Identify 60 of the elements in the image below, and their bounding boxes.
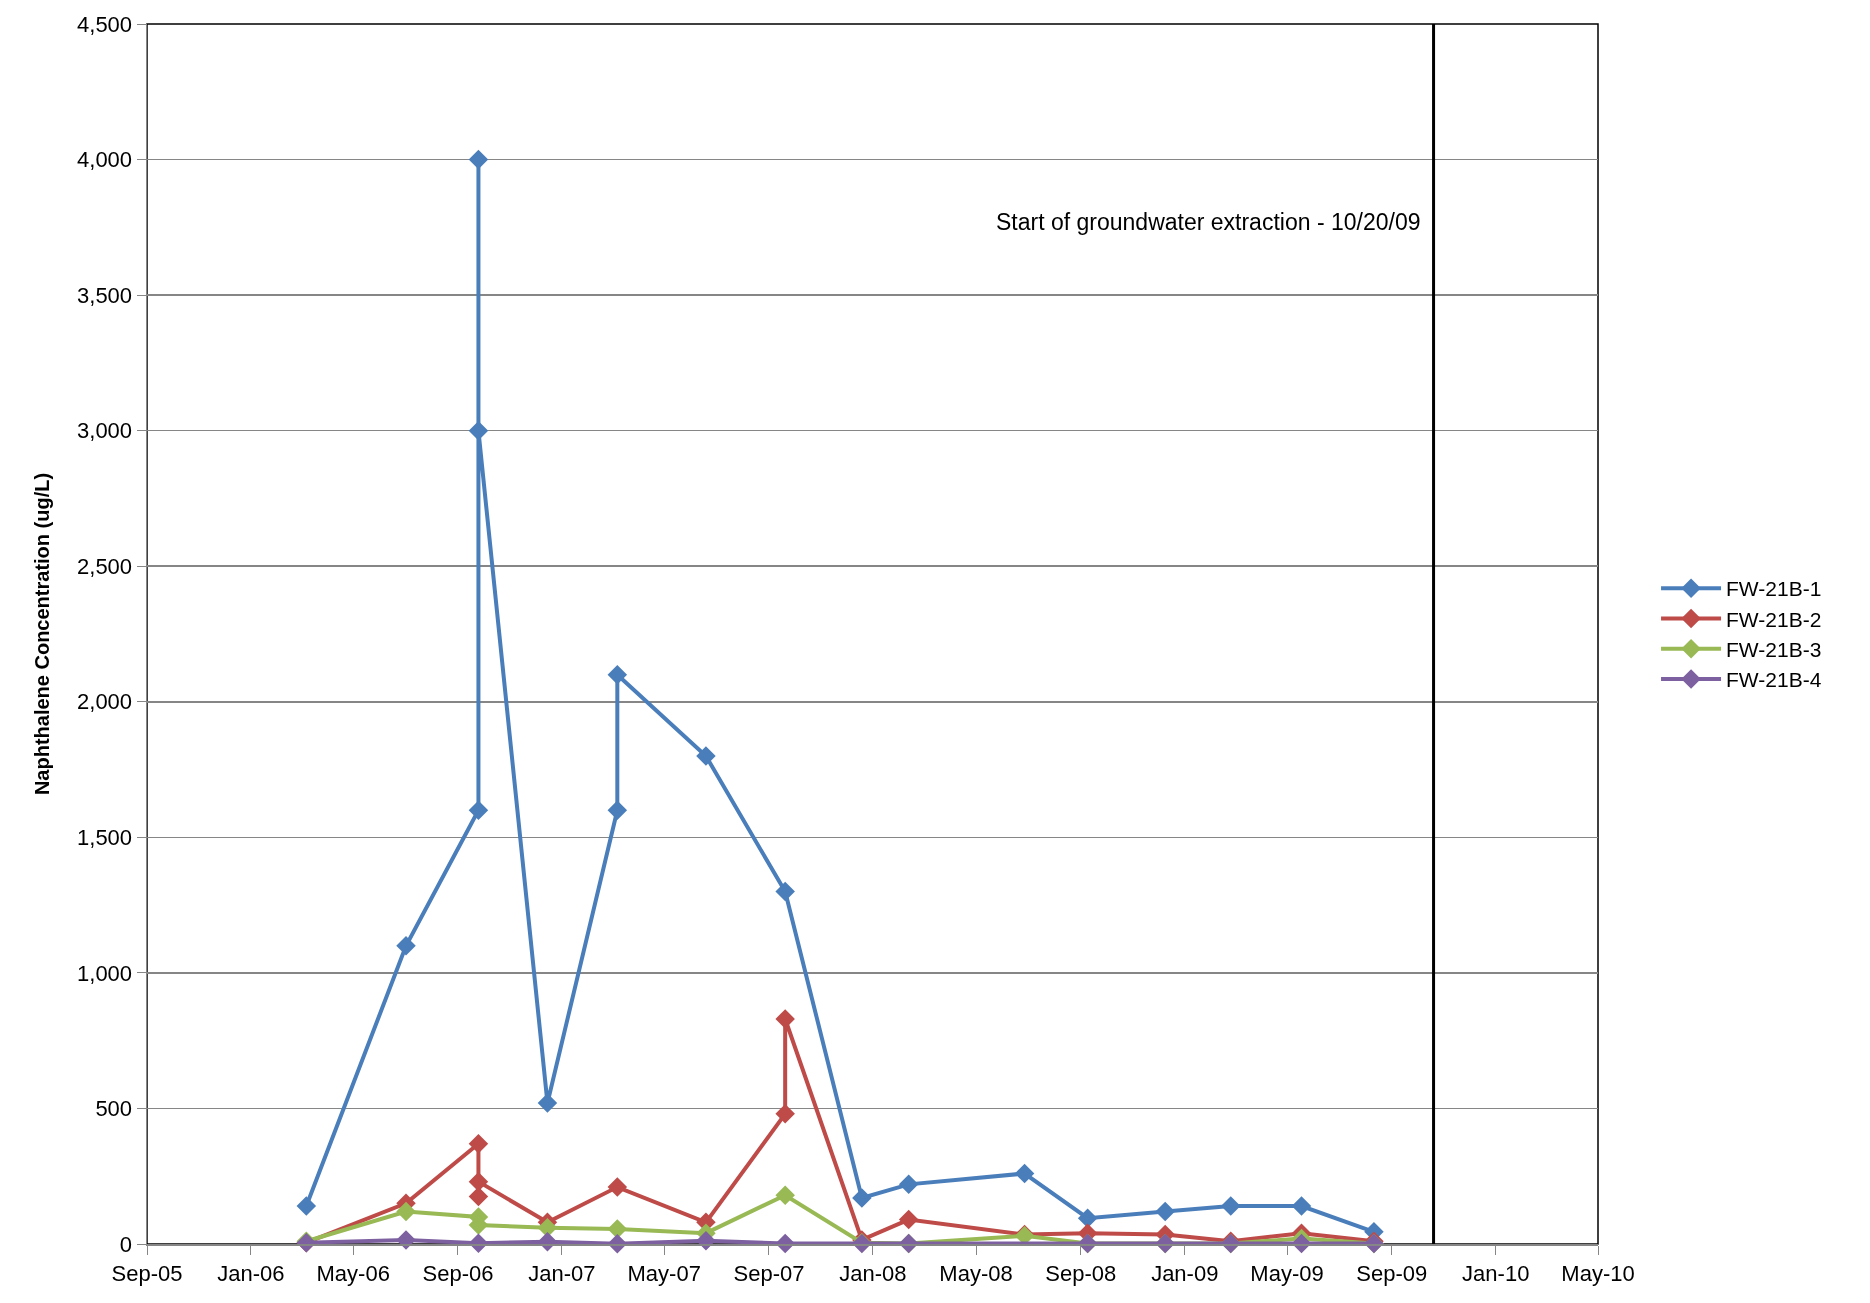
point [852,1188,872,1208]
point [468,1171,489,1192]
point [1291,1196,1312,1216]
y-tick-label: 4,000 [77,147,133,173]
point [468,1186,489,1207]
point [537,1093,558,1113]
x-tick-label: Jan-06 [217,1260,285,1286]
point [396,1201,416,1222]
legend-label: FW-21B-2 [1726,607,1822,631]
y-tick-label: 2,500 [77,553,133,579]
y-tick-label: 0 [119,1231,133,1257]
y-tick-label: 4,500 [77,11,133,37]
point [1077,1208,1098,1228]
y-tick-label: 500 [95,1096,133,1122]
x-tick-label: May-06 [316,1260,390,1286]
legend-label: FW-21B-4 [1726,668,1822,692]
x-tick-label: May-08 [939,1260,1013,1286]
point [607,1219,628,1239]
point [775,1185,795,1205]
x-tick-label: May-07 [627,1260,701,1286]
point [1221,1196,1241,1216]
point [468,1133,489,1154]
point [775,1104,795,1124]
y-tick-label: 1,500 [77,825,133,851]
point [898,1174,919,1195]
x-tick-label: Jan-07 [528,1260,596,1286]
point [775,1009,795,1029]
y-tick-label: 3,500 [77,282,133,308]
x-tick-label: Sep-07 [733,1260,805,1286]
point [296,1196,317,1216]
x-tick-label: May-09 [1250,1260,1324,1286]
point [775,881,795,902]
y-tick-label: 3,000 [77,418,133,444]
point [1155,1201,1175,1222]
y-axis-title: Naphthalene Concentration (ug/L) [30,472,53,796]
x-tick-label: Sep-05 [111,1260,183,1286]
point [607,800,628,820]
point [468,149,489,170]
point [468,420,489,441]
point [537,1217,558,1238]
x-tick-label: Jan-08 [839,1260,907,1286]
point [537,1232,558,1252]
legend-label: FW-21B-3 [1726,637,1822,661]
x-tick-label: Jan-09 [1151,1260,1219,1286]
point [696,746,716,766]
point [1014,1163,1035,1184]
point [396,936,416,956]
x-tick-label: Jan-10 [1462,1260,1530,1286]
point [607,1177,628,1197]
legend-label: FW-21B-1 [1726,577,1822,601]
x-tick-label: Sep-08 [1045,1260,1117,1286]
x-tick-label: May-10 [1561,1260,1635,1286]
y-tick-label: 1,000 [77,960,133,986]
point [898,1209,919,1230]
x-tick-label: Sep-06 [422,1260,494,1286]
x-tick-label: Sep-09 [1356,1260,1428,1286]
y-tick-label: 2,000 [77,689,133,715]
point [468,800,489,820]
ref-line-label: Start of groundwater extraction - 10/20/09 [996,209,1421,235]
point [607,664,628,685]
